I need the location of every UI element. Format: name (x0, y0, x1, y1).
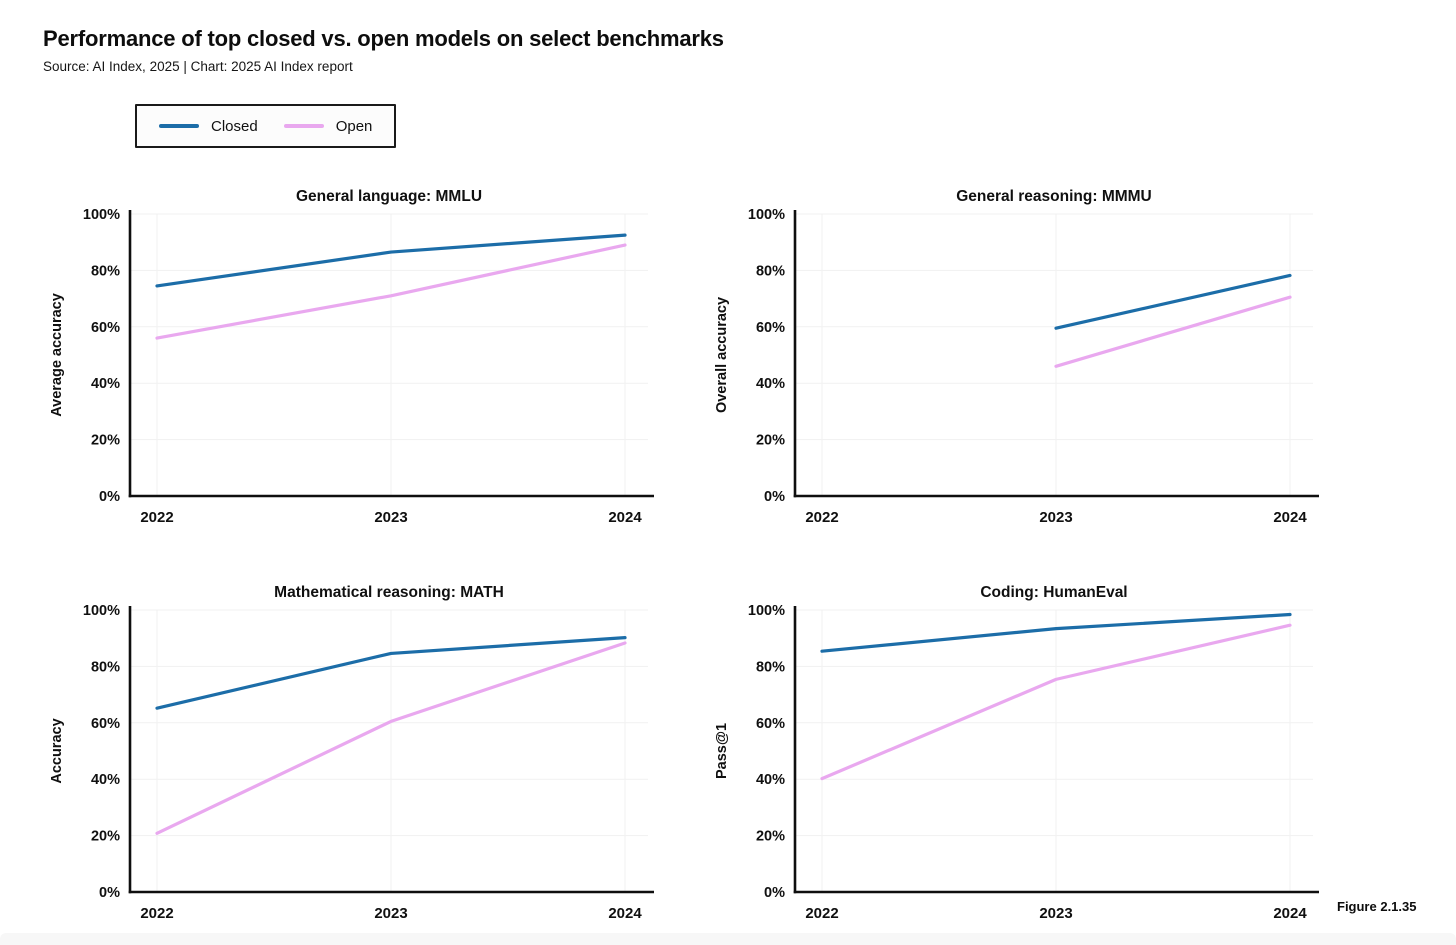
x-tick-label: 2024 (608, 509, 642, 526)
y-tick-label: 60% (756, 320, 785, 336)
chart-math: Mathematical reasoning: MATH Accuracy 0%… (30, 580, 690, 932)
closed-line-swatch (159, 124, 199, 128)
x-tick-label: 2024 (1273, 905, 1307, 922)
chart-title: Mathematical reasoning: MATH (274, 584, 504, 601)
y-tick-label: 100% (748, 603, 785, 619)
y-tick-label: 60% (756, 716, 785, 732)
x-tick-label: 2023 (374, 509, 407, 526)
next-section-edge (0, 933, 1456, 945)
y-tick-label: 80% (756, 263, 785, 279)
chart-mmlu: General language: MMLU Average accuracy … (30, 184, 690, 536)
series-line-open (155, 641, 627, 835)
series-line-open (820, 623, 1292, 781)
x-tick-label: 2023 (374, 905, 407, 922)
chart-plot-math: 0% 20% 40% 60% 80% 100% 2022 2023 2024 (83, 603, 654, 922)
y-tick-label: 60% (91, 716, 120, 732)
legend-label-open: Open (335, 117, 373, 135)
series-line-open (155, 243, 627, 340)
open-line-swatch (283, 124, 324, 128)
source-caption: Source: AI Index, 2025 | Chart: 2025 AI … (43, 59, 353, 74)
legend-item-closed: Closed (159, 118, 258, 135)
legend-label-closed: Closed (211, 117, 258, 135)
y-tick-label: 20% (91, 433, 120, 449)
x-tick-label: 2022 (140, 509, 173, 526)
y-tick-label: 40% (91, 772, 120, 788)
chart-mmmu: General reasoning: MMMU Overall accuracy… (695, 184, 1355, 536)
x-tick-label: 2024 (608, 905, 642, 922)
y-tick-label: 0% (764, 489, 785, 505)
chart-humaneval: Coding: HumanEval Pass@1 0% 20% 40% 60% 80% 1… (695, 580, 1355, 932)
series-line-closed (820, 612, 1292, 653)
legend: Closed Open (135, 104, 397, 148)
figure-number: Figure 2.1.35 (1337, 899, 1417, 914)
x-tick-label: 2024 (1273, 509, 1307, 526)
y-tick-label: 80% (91, 659, 120, 675)
x-tick-label: 2022 (140, 905, 173, 922)
y-tick-label: 40% (91, 376, 120, 392)
chart-plot-mmmu: 0% 20% 40% 60% 80% 100% 2022 2023 2024 (748, 207, 1319, 526)
legend-item-open: Open (283, 117, 373, 135)
chart-plot-mmlu: 0% 20% 40% 60% 80% 100% 2022 2023 2024 (83, 207, 654, 526)
y-tick-label: 100% (83, 603, 120, 619)
series-line-closed (1054, 273, 1292, 330)
y-tick-label: 80% (91, 263, 120, 279)
y-tick-label: 80% (756, 659, 785, 675)
chart-title: General language: MMLU (295, 188, 483, 205)
y-tick-label: 60% (91, 320, 120, 336)
y-tick-label: 100% (83, 207, 120, 223)
chart-plot-humaneval: 0% 20% 40% 60% 80% 100% 2022 2023 2024 (748, 603, 1319, 922)
y-tick-label: 0% (99, 885, 120, 901)
y-tick-label: 100% (748, 207, 785, 223)
page-title: Performance of top closed vs. open model… (43, 26, 724, 51)
chart-title: Coding: HumanEval (980, 584, 1128, 601)
series-line-open (1054, 295, 1292, 368)
x-tick-label: 2022 (805, 905, 838, 922)
y-tick-label: 0% (99, 489, 120, 505)
y-tick-label: 20% (91, 829, 120, 845)
y-tick-label: 40% (756, 772, 785, 788)
series-line-closed (155, 233, 627, 288)
x-tick-label: 2022 (805, 509, 838, 526)
x-tick-label: 2023 (1039, 509, 1072, 526)
y-tick-label: 40% (756, 376, 785, 392)
y-tick-label: 20% (756, 433, 785, 449)
y-tick-label: 20% (756, 829, 785, 845)
series-line-closed (155, 636, 627, 710)
x-tick-label: 2023 (1039, 905, 1072, 922)
chart-title: General reasoning: MMMU (956, 188, 1152, 205)
y-tick-label: 0% (764, 885, 785, 901)
